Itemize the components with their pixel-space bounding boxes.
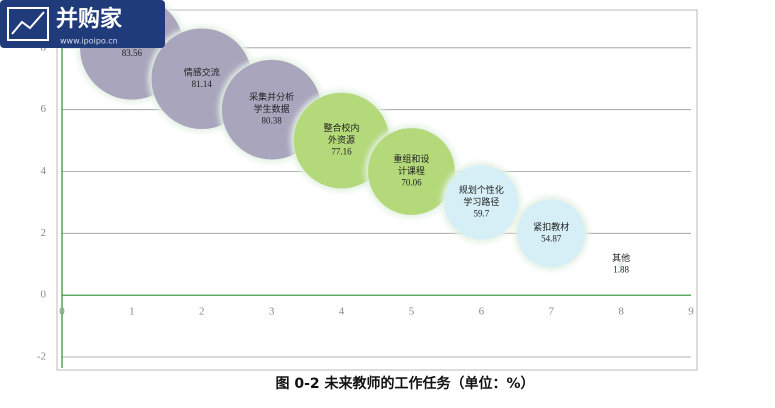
y-tick-label: 0: [41, 289, 47, 301]
logo-name: 并购家: [56, 6, 123, 32]
bubble: [517, 199, 586, 268]
bubble: [293, 92, 390, 189]
x-tick-label: 9: [688, 306, 694, 318]
bubble: [444, 165, 519, 240]
bubble-label: 紧扣教材: [533, 221, 569, 233]
x-tick-label: 5: [409, 306, 415, 318]
x-tick-label: 3: [269, 306, 275, 318]
y-tick-label: 2: [41, 227, 47, 239]
bubble-value: 77.16: [331, 147, 352, 157]
bubble-label: 整合校内: [324, 122, 360, 134]
bubble: [368, 128, 455, 215]
logo-bg: [0, 0, 165, 48]
logo-icon: [7, 7, 49, 41]
bubble-label: 计课程: [398, 165, 425, 177]
x-tick-label: 0: [59, 306, 65, 318]
bubble-value: 59.7: [473, 208, 489, 218]
logo: 并购家 www.ipoipo.cn: [0, 0, 165, 48]
bubble-label: 重组和设: [393, 153, 429, 165]
bubble-label: 情感交流: [184, 66, 220, 78]
bubble-value: 80.38: [262, 116, 283, 126]
bubble-label: 其他: [612, 252, 630, 264]
bubble-value: 54.87: [541, 233, 562, 243]
x-tick-label: 2: [199, 306, 205, 318]
bubble-value: 83.56: [122, 48, 143, 58]
bubble-label: 采集并分析: [249, 91, 294, 103]
y-tick-label: -2: [37, 351, 46, 363]
x-tick-label: 7: [548, 306, 554, 318]
bubble-label: 规划个性化: [459, 184, 504, 196]
y-tick-label: 4: [41, 165, 47, 177]
y-tick-label: 6: [41, 103, 47, 115]
x-tick-label: 8: [618, 306, 624, 318]
bubble-label: 学生数据: [254, 103, 290, 115]
logo-url: www.ipoipo.cn: [60, 37, 118, 46]
bubble-value: 1.88: [613, 264, 629, 274]
bubble-value: 81.14: [192, 79, 213, 89]
bubble-label: 学习路径: [463, 196, 499, 208]
x-tick-label: 1: [129, 306, 135, 318]
caption: 图 0-2 未来教师的工作任务（单位：%）: [275, 375, 534, 392]
bubble-label: 外资源: [328, 134, 355, 146]
bubble: [619, 263, 623, 266]
x-tick-label: 6: [479, 306, 485, 318]
x-tick-label: 4: [339, 306, 345, 318]
logo-icon-line: [11, 11, 45, 35]
bubble-value: 70.06: [401, 178, 422, 188]
